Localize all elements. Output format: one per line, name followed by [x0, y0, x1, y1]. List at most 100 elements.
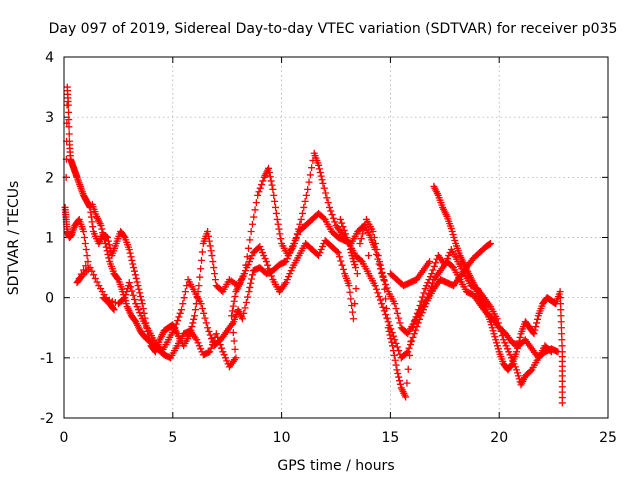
data-point-d: [557, 324, 565, 332]
data-point-b: [202, 319, 210, 327]
data-point-a: [375, 292, 383, 300]
data-point-c: [256, 243, 264, 251]
data-point-a: [304, 185, 312, 193]
data-point-a: [205, 237, 213, 245]
data-point-a: [272, 209, 280, 217]
data-point-a: [273, 215, 281, 223]
data-point-c: [232, 354, 240, 362]
data-point-a: [265, 164, 273, 172]
data-point-c: [244, 261, 252, 269]
data-point-a: [207, 247, 215, 255]
x-tick-label: 20: [490, 430, 508, 446]
data-point-c: [102, 243, 110, 251]
data-point-c: [500, 336, 508, 344]
data-point-d: [345, 240, 353, 248]
data-point-c: [194, 339, 202, 347]
data-point-c: [338, 261, 346, 269]
data-point-c: [360, 225, 368, 233]
data-point-a: [297, 215, 305, 223]
data-point-a: [127, 253, 135, 261]
data-point-c: [315, 252, 323, 260]
data-point-c: [390, 351, 398, 359]
data-point-b: [248, 275, 256, 283]
data-point-a: [372, 285, 380, 293]
y-tick-label: -1: [40, 351, 54, 367]
data-point-b: [136, 309, 144, 317]
data-point-c: [286, 270, 294, 278]
y-axis-label: SDTVAR / TECUs: [6, 181, 22, 296]
data-point-b: [129, 291, 137, 299]
y-tick-labels: -2 -1 0 1 2 3 4: [40, 50, 54, 427]
data-point-b: [90, 271, 98, 279]
data-point-c: [353, 270, 361, 278]
data-point-a: [316, 169, 324, 177]
data-point-b: [287, 246, 295, 254]
data-point-c: [392, 361, 400, 369]
data-point-c: [99, 229, 107, 237]
data-point-c: [442, 258, 450, 266]
data-point-c: [229, 302, 237, 310]
data-point-c: [120, 291, 128, 299]
data-point-a: [64, 101, 72, 109]
data-point-b: [80, 234, 88, 241]
data-point-a: [138, 300, 146, 308]
data-point-c: [373, 246, 381, 254]
data-point-c: [346, 288, 354, 296]
data-point-c: [228, 312, 236, 320]
data-point-b: [198, 304, 206, 312]
data-point-c: [391, 356, 399, 364]
data-point-a: [298, 209, 306, 217]
data-point-c: [432, 259, 440, 267]
data-point-c: [494, 319, 502, 327]
data-point-b: [171, 324, 179, 332]
data-point-d: [492, 336, 500, 344]
data-point-a: [136, 289, 144, 297]
data-point-c: [240, 270, 248, 278]
data-point-c: [385, 327, 393, 335]
data-point-b: [84, 258, 92, 266]
data-point-d: [487, 321, 495, 329]
data-point-c: [356, 240, 364, 248]
data-point-a: [250, 213, 258, 221]
data-point-c: [257, 246, 265, 254]
data-point-a: [256, 184, 264, 192]
data-point-c: [513, 366, 521, 374]
data-point-c: [429, 266, 437, 274]
data-point-c: [498, 332, 506, 340]
data-point-d: [448, 227, 456, 235]
data-point-a: [270, 191, 278, 199]
data-point-d: [530, 330, 538, 338]
data-point-a: [301, 197, 309, 205]
data-point-c: [369, 227, 377, 235]
data-point-d: [346, 246, 354, 254]
data-point-b: [131, 295, 139, 303]
data-point-a: [130, 264, 138, 272]
data-point-a: [404, 348, 412, 356]
data-point-d: [348, 252, 356, 260]
data-point-d: [343, 234, 351, 241]
data-point-a: [131, 271, 139, 279]
grid-lines: [63, 56, 609, 419]
x-axis-label: GPS time / hours: [277, 458, 394, 474]
data-point-c: [120, 294, 128, 302]
y-tick-label: 2: [45, 170, 54, 186]
plot-frame: [63, 56, 609, 419]
data-point-c: [357, 235, 365, 243]
data-point-d: [342, 230, 350, 238]
data-point-c: [426, 273, 434, 281]
data-point-c: [441, 261, 449, 269]
data-point-c: [421, 285, 429, 293]
data-point-c: [231, 345, 239, 353]
data-point-a: [376, 296, 384, 304]
data-point-c: [228, 320, 236, 328]
data-point-a: [252, 199, 260, 207]
data-point-b: [396, 319, 404, 327]
data-point-a: [206, 242, 214, 250]
data-point-c: [215, 337, 223, 345]
data-point-c: [119, 288, 127, 296]
data-point-c: [220, 351, 228, 359]
data-point-b: [201, 314, 209, 322]
data-point-b: [200, 309, 208, 317]
data-point-a: [308, 164, 316, 172]
data-point-c: [383, 314, 391, 322]
